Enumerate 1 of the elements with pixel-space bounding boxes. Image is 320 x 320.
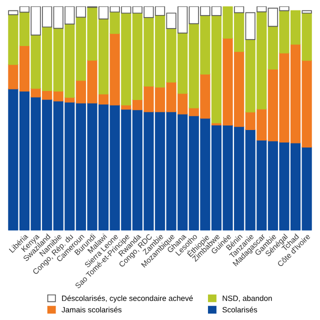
bar <box>302 10 312 14</box>
